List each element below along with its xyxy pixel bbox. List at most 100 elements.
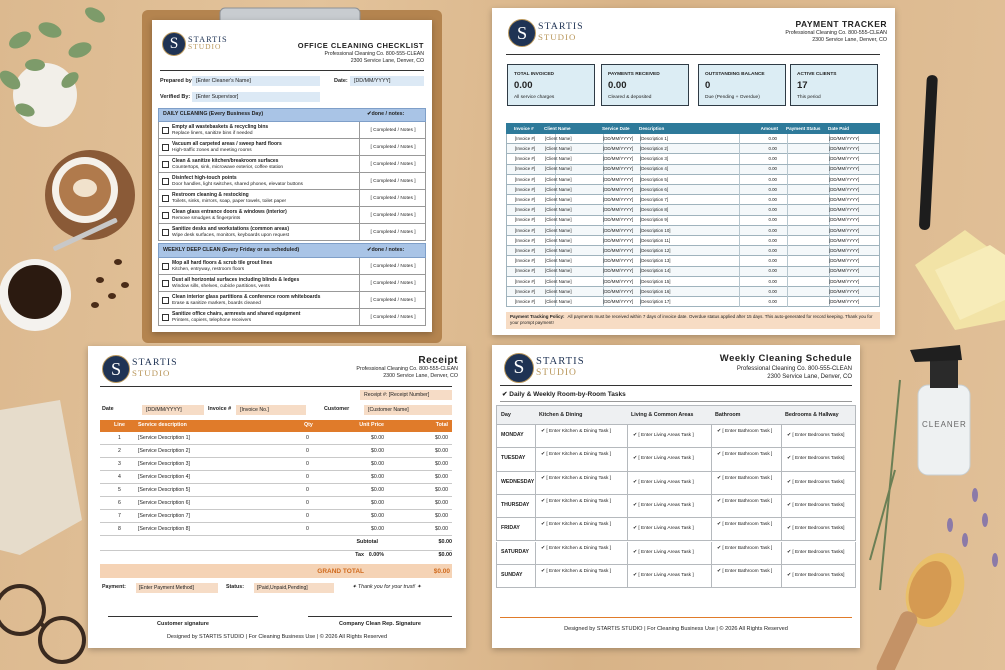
table-cell: [DD/MM/YYYY] — [829, 237, 860, 243]
task-status: [ Completed / Notes ] — [370, 179, 416, 184]
table-cell: $0.00 — [435, 526, 448, 532]
table-cell: [Invoice #] — [515, 298, 536, 304]
cell-divider — [640, 276, 641, 287]
table-cell: [Service Description 2] — [138, 448, 190, 454]
table-cell: [Client Name] — [545, 247, 572, 253]
cell-divider — [640, 164, 641, 175]
table-row: 4 [Service Description 4] 0 $0.00 $0.00 — [100, 471, 452, 484]
table-cell: [Description 17] — [640, 298, 671, 304]
checkbox — [162, 195, 169, 202]
column-header: Service Date — [602, 126, 630, 131]
cell-divider — [640, 246, 641, 257]
field-label: Prepared by: — [160, 78, 194, 84]
task-row: Vacuum all carpeted areas / sweep hard f… — [158, 139, 426, 156]
cell-divider — [787, 144, 788, 155]
column-header: Bedrooms & Hallway — [785, 411, 839, 418]
table-cell: [Client Name] — [545, 227, 572, 233]
task-title: Disinfect high-touch points — [172, 174, 237, 181]
table-cell: [Invoice #] — [515, 237, 536, 243]
card-note: This period — [797, 95, 821, 100]
task-title: Mop all hard floors & scrub tile grout l… — [172, 259, 273, 266]
field-label: Verified By: — [160, 94, 191, 100]
doc-title: Weekly Cleaning Schedule — [719, 353, 852, 364]
table-cell: $0.00 — [435, 448, 448, 454]
checkbox — [162, 314, 169, 321]
table-cell: [Client Name] — [545, 298, 572, 304]
table-cell: [Invoice #] — [515, 278, 536, 284]
task-cell: ✔ [ Enter Kitchen & Dining Task ] — [541, 452, 612, 458]
rule — [500, 617, 852, 618]
task-cell: ✔ [ Enter Bedrooms Tasks] — [787, 572, 845, 578]
task-cell: ✔ [ Enter Bathroom Task ] — [717, 498, 773, 504]
cell-divider — [603, 256, 604, 267]
task-status: [ Completed / Notes ] — [370, 315, 416, 320]
cell-divider — [603, 154, 604, 165]
table-row: 5 [Service Description 5] 0 $0.00 $0.00 — [100, 484, 452, 497]
card-note: All service charges — [514, 95, 555, 100]
task-cell: ✔ [ Enter Bathroom Task ] — [717, 568, 773, 574]
cell-divider — [739, 185, 740, 195]
cell-divider — [603, 185, 604, 195]
cell-divider — [640, 205, 641, 216]
table-cell: $0.00 — [371, 526, 384, 532]
cell-divider — [739, 276, 740, 287]
task-cell: ✔ [ Enter Living Areas Task ] — [633, 502, 694, 508]
cell-divider — [640, 185, 641, 195]
task-detail: Printers, copiers, telephone receivers — [172, 318, 252, 323]
table-cell: 0 — [306, 448, 309, 454]
table-cell: [Description 2] — [640, 145, 669, 151]
cell-divider — [781, 541, 782, 565]
status-divider — [359, 292, 360, 309]
cell-divider — [555, 246, 556, 257]
status-divider — [359, 309, 360, 326]
rule — [500, 401, 852, 402]
cell-divider — [603, 164, 604, 175]
cell-divider — [787, 174, 788, 185]
cell-divider — [555, 236, 556, 246]
cell-divider — [627, 471, 628, 495]
table-cell: [Invoice #] — [515, 247, 536, 253]
day-label: MONDAY — [501, 432, 524, 438]
task-cell: ✔ [ Enter Living Areas Task ] — [633, 479, 694, 485]
company-line: Professional Cleaning Co. 800-555-CLEAN — [736, 365, 852, 372]
table-header: Line Service description Qty Unit Price Tota… — [100, 420, 452, 432]
table-cell: [Description 13] — [640, 258, 671, 264]
schedule-row: SUNDAY ✔ [ Enter Kitchen & Dining Task ] ✔… — [496, 564, 856, 589]
table-cell: [Invoice #] — [515, 227, 536, 233]
summary-card: OUTSTANDING BALANCE 0 Due (Pending + Overd… — [698, 64, 786, 106]
table-cell: [DD/MM/YYYY] — [829, 288, 860, 294]
table-cell: [DD/MM/YYYY] — [603, 268, 634, 274]
table-cell: [Description 1] — [640, 135, 669, 141]
status-label: Status: — [226, 584, 244, 590]
cell-divider — [787, 225, 788, 236]
table-cell: [Invoice #] — [515, 196, 536, 202]
table-cell: [DD/MM/YYYY] — [603, 135, 634, 141]
cell-divider — [739, 287, 740, 297]
cell-divider — [781, 564, 782, 588]
day-label: FRIDAY — [501, 525, 520, 532]
cell-divider — [781, 448, 782, 472]
task-cell: ✔ [ Enter Bedrooms Tasks] — [787, 549, 845, 555]
schedule-row: FRIDAY ✔ [ Enter Kitchen & Dining Task ] ✔… — [496, 518, 856, 542]
cell-divider — [711, 448, 712, 472]
greenery — [869, 379, 901, 591]
table-cell: [Description 4] — [640, 166, 669, 172]
table-row: [Invoice #] [Client Name] [DD/MM/YYYY] [Des… — [506, 195, 880, 206]
task-title: Clean glass entrance doors & windows (in… — [172, 208, 287, 215]
section-header: WEEKLY DEEP CLEAN (Every Friday or as sc… — [158, 243, 426, 258]
company-line: Professional Cleaning Co. 800-555-CLEAN — [356, 366, 458, 372]
cell-divider — [829, 215, 830, 226]
table-cell: $0.00 — [371, 513, 384, 519]
task-row: Restroom cleaning & restocking Toilets, s… — [158, 190, 426, 207]
day-label: THURSDAY — [501, 501, 530, 508]
table-cell: 0.00 — [768, 166, 777, 172]
task-row: Clean glass entrance doors & windows (in… — [158, 207, 426, 224]
rule — [160, 70, 424, 71]
table-cell: $0.00 — [435, 435, 448, 441]
table-cell: [Invoice #] — [515, 288, 536, 294]
schedule-header: Day Kitchen & Dining Living & Common Areas… — [496, 405, 856, 425]
task-detail: High-traffic zones and meeting rooms — [172, 148, 252, 153]
cell-divider — [555, 266, 556, 277]
task-cell: ✔ [ Enter Kitchen & Dining Task ] — [541, 498, 612, 504]
task-cell: ✔ [ Enter Kitchen & Dining Task ] — [541, 545, 612, 551]
